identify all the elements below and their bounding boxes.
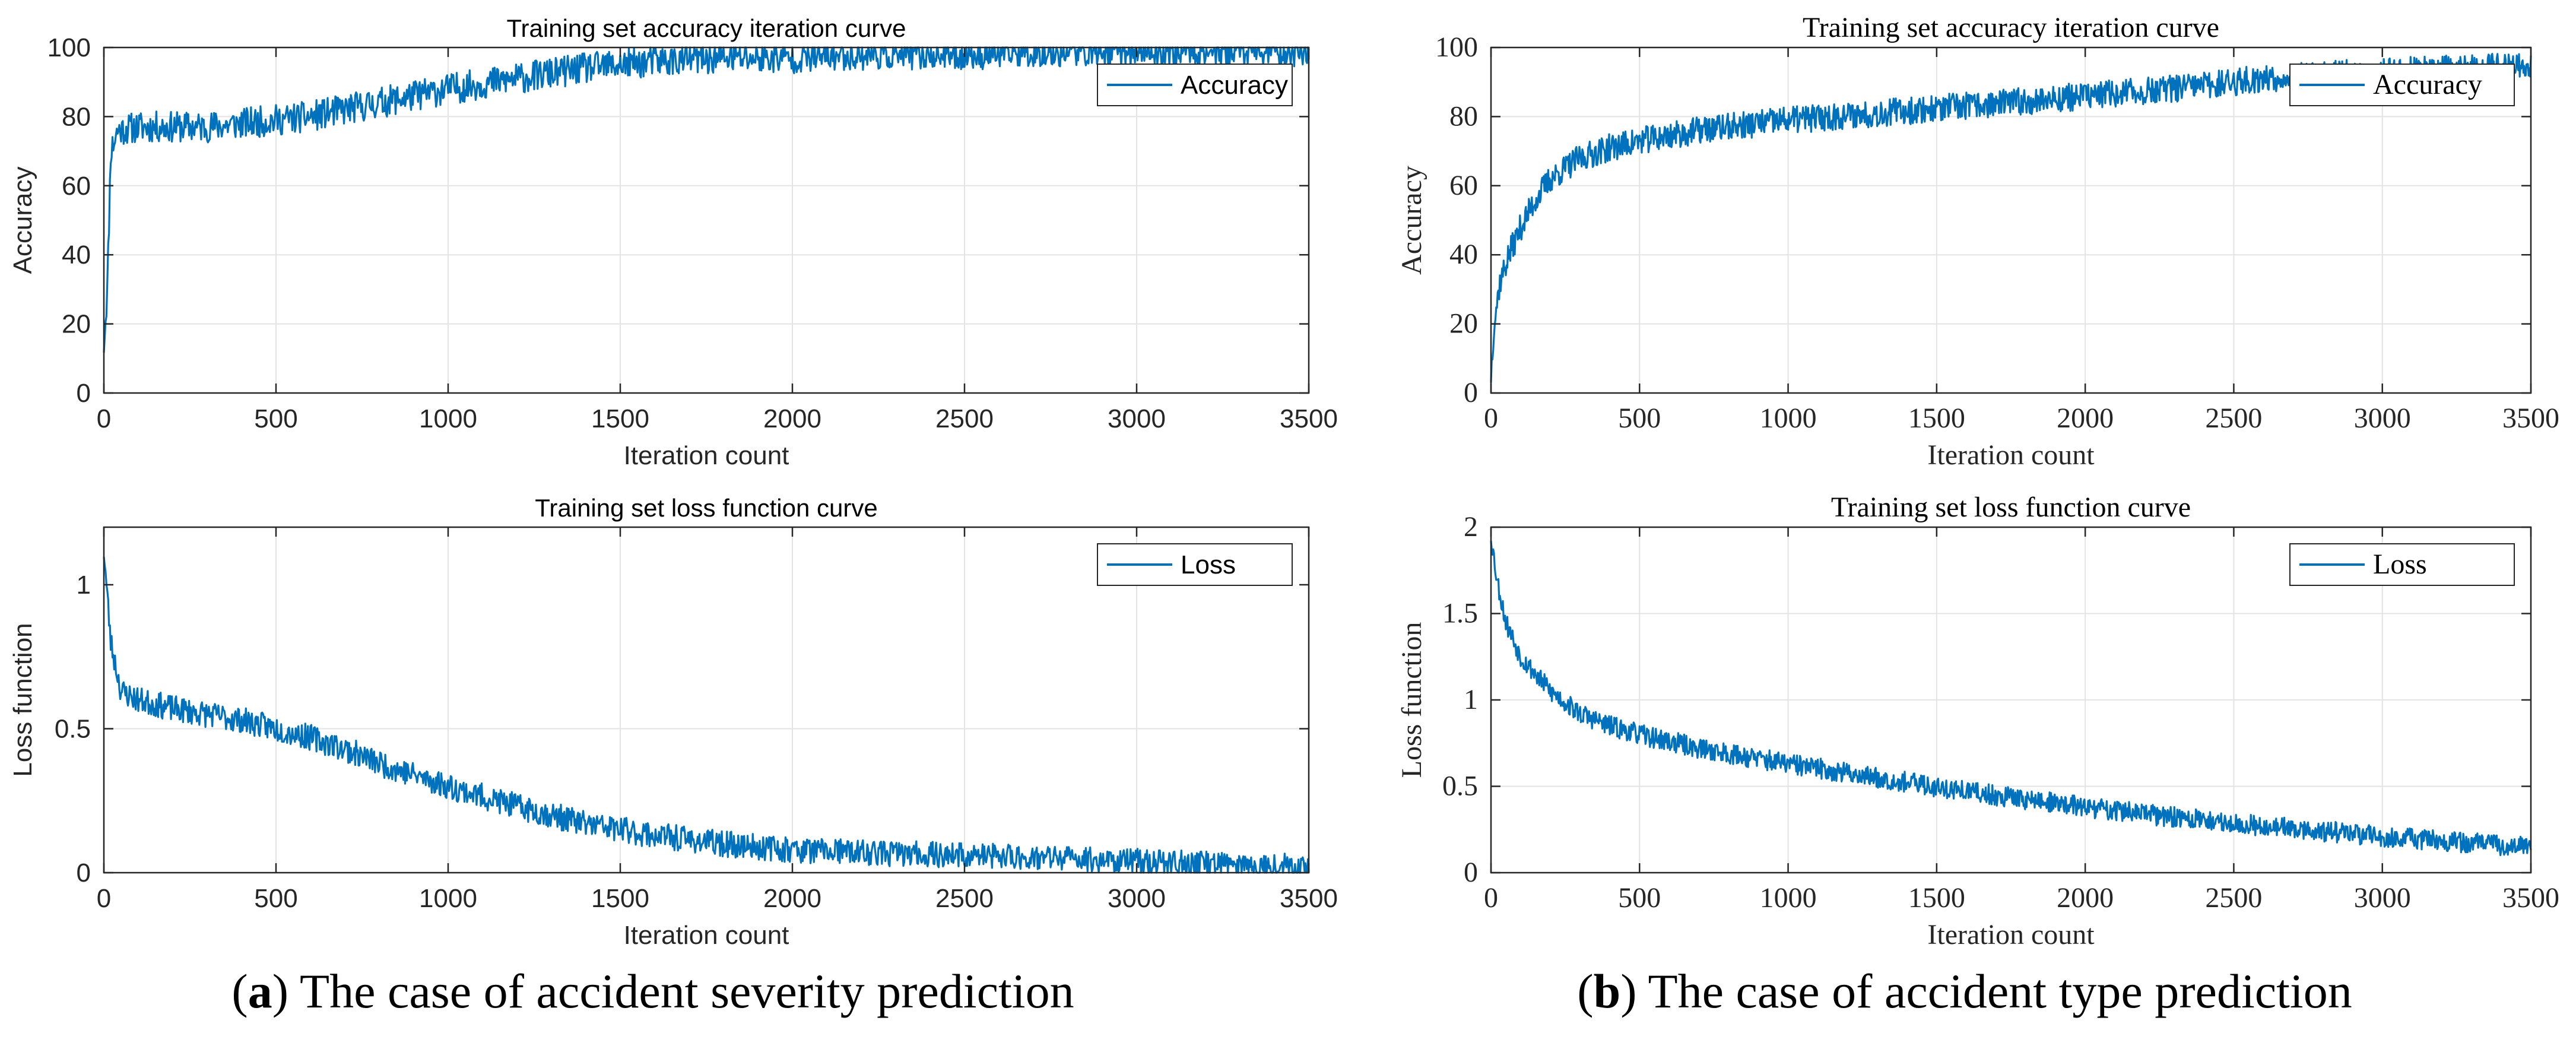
x-axis-label: Iteration count — [624, 921, 789, 950]
y-tick-label: 1 — [1464, 684, 1478, 715]
chart-title: Training set accuracy iteration curve — [506, 14, 906, 42]
x-tick-label: 500 — [254, 404, 297, 433]
x-tick-label: 0 — [97, 404, 111, 433]
y-tick-label: 60 — [62, 172, 91, 201]
y-axis-label: Loss function — [1396, 622, 1427, 778]
x-tick-label: 2500 — [2205, 882, 2262, 914]
x-tick-label: 2000 — [763, 884, 821, 913]
x-tick-label: 0 — [1484, 403, 1498, 434]
x-tick-label: 0 — [97, 884, 111, 913]
y-tick-label: 2 — [1464, 511, 1478, 543]
caption-a-letter: a — [248, 964, 272, 1018]
y-tick-label: 20 — [1449, 308, 1478, 340]
chart-b-top: 0 500 1000 1500 2000 2500 3000 3500 0 20 40 60 80 100… — [1396, 12, 2559, 471]
x-tick-label: 3500 — [2502, 882, 2559, 914]
caption-a: (a) The case of accident severity predic… — [231, 964, 1074, 1018]
x-tick-label: 1000 — [1760, 882, 1817, 914]
y-axis-label: Loss function — [8, 623, 37, 777]
legend-label: Accuracy — [1181, 71, 1288, 100]
y-tick-label: 80 — [62, 102, 91, 131]
x-tick-label: 1500 — [591, 404, 649, 433]
series-line-a-bottom — [103, 556, 1310, 874]
y-axis-label: Accuracy — [8, 167, 37, 274]
caption-b-letter: b — [1593, 964, 1621, 1018]
x-tick-label: 1500 — [1908, 403, 1965, 434]
x-tick-label: 2500 — [935, 404, 994, 433]
x-tick-label: 1000 — [419, 404, 477, 433]
x-tick-label: 3000 — [2354, 403, 2411, 434]
x-axis-label: Iteration count — [624, 441, 789, 470]
x-tick-label: 1000 — [419, 884, 477, 913]
caption-a-text: The case of accident severity prediction — [288, 964, 1074, 1018]
y-tick-label: 0.5 — [55, 715, 91, 744]
caption-b: (b) The case of accident type prediction — [1577, 964, 2352, 1018]
y-tick-label: 40 — [1449, 239, 1478, 270]
y-axis-label: Accuracy — [1396, 166, 1427, 275]
axes-box-a-top — [103, 46, 1310, 394]
chart-a-top: 0 500 1000 1500 2000 2500 3000 3500 0 20 40 60 80 100… — [8, 14, 1338, 470]
axes-box-b-top — [1490, 46, 2532, 394]
y-tick-label: 40 — [62, 240, 91, 270]
y-tick-label: 100 — [47, 33, 91, 62]
x-tick-label: 2500 — [2205, 403, 2262, 434]
y-tick-label: 0.5 — [1442, 771, 1478, 802]
chart-title: Training set loss function curve — [535, 494, 877, 522]
x-tick-label: 3000 — [1108, 404, 1166, 433]
x-tick-label: 1500 — [1908, 882, 1965, 914]
y-tick-label: 100 — [1435, 31, 1478, 63]
x-tick-label: 500 — [254, 884, 297, 913]
series-line-b-bottom — [1490, 540, 2532, 857]
legend-label: Loss — [2373, 549, 2427, 580]
chart-title: Training set accuracy iteration curve — [1803, 12, 2219, 43]
y-tick-label: 0 — [1464, 857, 1478, 888]
x-tick-label: 1500 — [591, 884, 649, 913]
x-tick-label: 3500 — [1280, 404, 1338, 433]
x-tick-label: 3500 — [1280, 884, 1338, 913]
x-tick-label: 0 — [1484, 882, 1498, 914]
x-tick-label: 2000 — [2057, 882, 2114, 914]
x-axis-label: Iteration count — [1927, 919, 2095, 950]
x-tick-label: 3000 — [1108, 884, 1166, 913]
x-tick-label: 3500 — [2502, 403, 2559, 434]
x-tick-label: 2000 — [2057, 403, 2114, 434]
y-tick-label: 0 — [77, 379, 91, 408]
x-tick-label: 3000 — [2354, 882, 2411, 914]
caption-b-text: The case of accident type prediction — [1636, 964, 2352, 1018]
y-tick-label: 60 — [1449, 170, 1478, 201]
x-tick-label: 1000 — [1760, 403, 1817, 434]
chart-title: Training set loss function curve — [1831, 492, 2191, 523]
series-line-a-top — [103, 46, 1310, 353]
x-tick-label: 500 — [1618, 882, 1661, 914]
legend-label: Loss — [1181, 550, 1236, 579]
x-tick-label: 500 — [1618, 403, 1661, 434]
axes-box-a-bottom — [103, 526, 1310, 874]
y-tick-label: 1 — [77, 571, 91, 600]
chart-b-bottom: 0 500 1000 1500 2000 2500 3000 3500 0 0.5 1 1.5 2 Tra… — [1396, 492, 2559, 950]
y-tick-label: 0 — [1464, 377, 1478, 408]
chart-a-bottom: 0 500 1000 1500 2000 2500 3000 3500 0 0.5 1 Trainin… — [8, 494, 1338, 950]
x-tick-label: 2000 — [763, 404, 821, 433]
y-tick-label: 0 — [77, 858, 91, 888]
y-tick-label: 1.5 — [1442, 598, 1478, 629]
y-tick-label: 80 — [1449, 100, 1478, 132]
x-tick-label: 2500 — [935, 884, 994, 913]
legend-label: Accuracy — [2373, 69, 2482, 100]
x-axis-label: Iteration count — [1927, 439, 2095, 471]
y-tick-label: 20 — [62, 310, 91, 339]
